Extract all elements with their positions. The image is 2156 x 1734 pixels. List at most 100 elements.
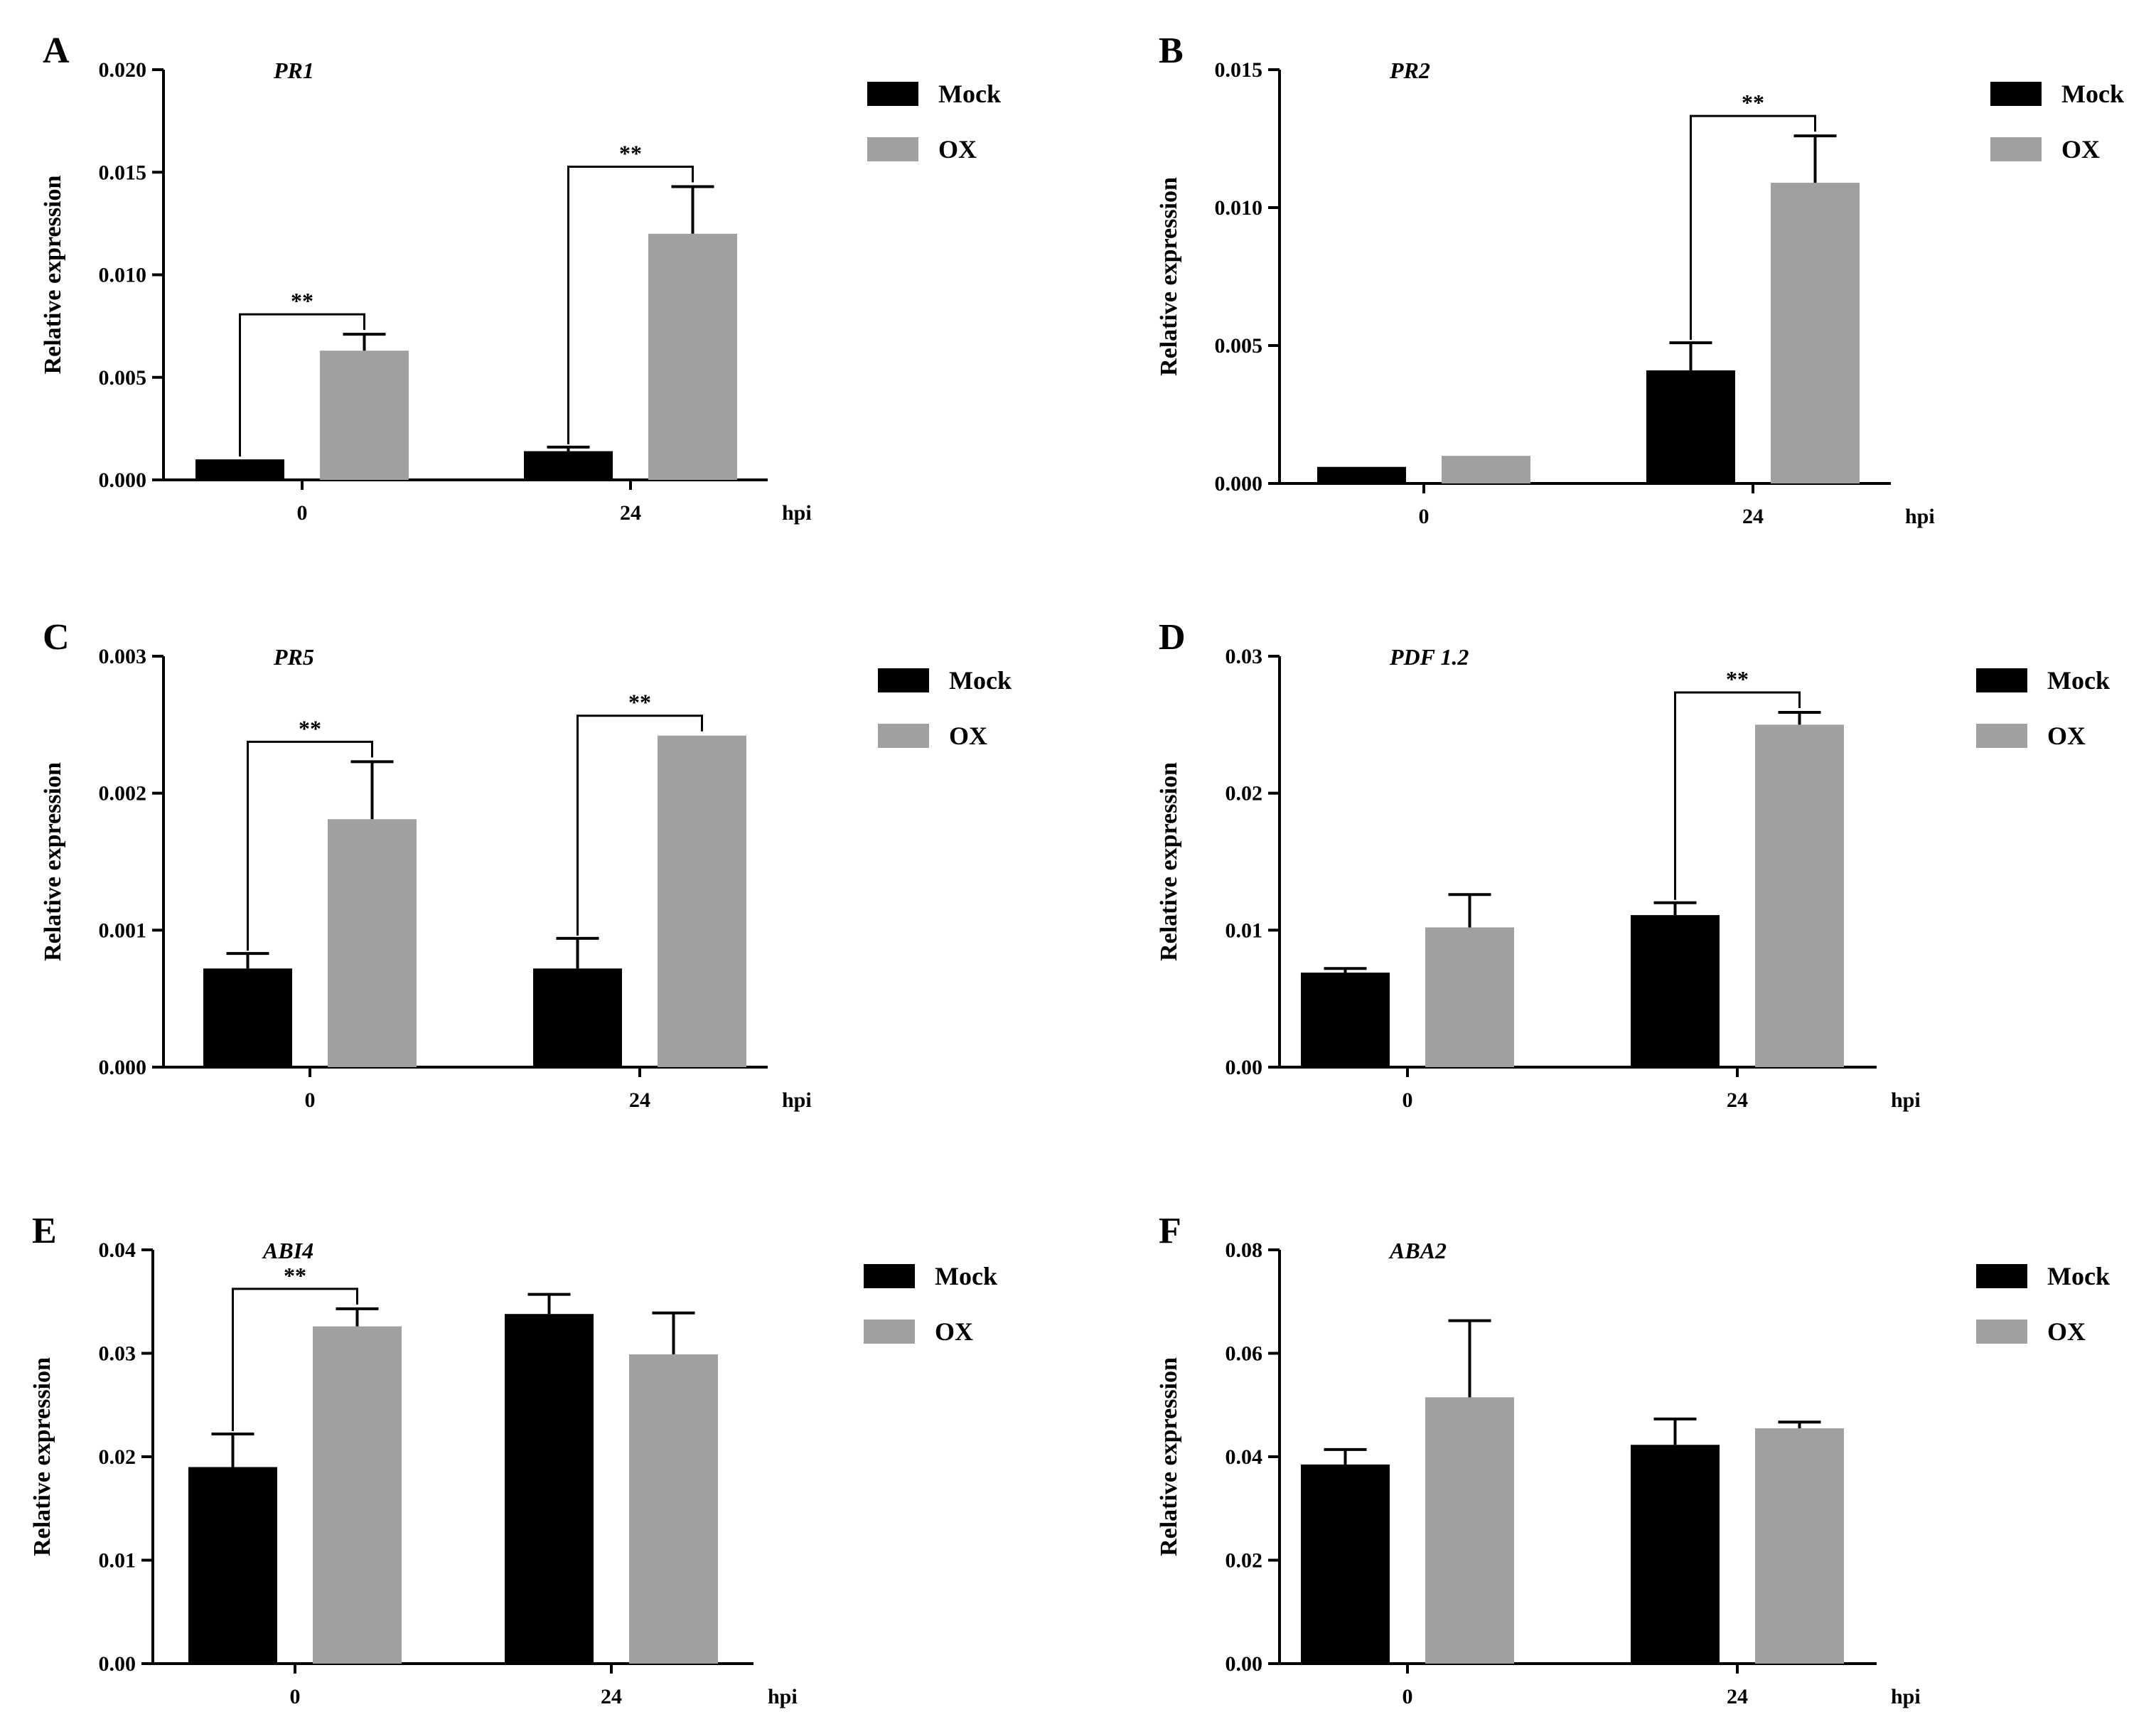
bar-mock-24 <box>1631 1445 1720 1664</box>
significance-bracket <box>239 313 365 457</box>
bar-ox-0 <box>313 1326 402 1664</box>
significance-label: ** <box>299 715 321 741</box>
y-tick-label: 0.01 <box>99 1549 136 1573</box>
significance-bracket <box>576 715 703 936</box>
x-tick-label: 0 <box>290 1685 301 1708</box>
x-tick-label: 0 <box>1419 505 1430 528</box>
y-tick-label: 0.08 <box>1226 1238 1263 1262</box>
y-tick-label: 0.000 <box>1215 472 1263 496</box>
chart-panel-f: F 0.00 0.02 0.04 0.06 0.08 Relative expression… <box>1156 1211 2110 1708</box>
bar-mock-0 <box>188 1467 277 1664</box>
bar-ox-24 <box>1755 1428 1844 1664</box>
y-axis-title: Relative expression <box>1156 177 1182 376</box>
significance-bracket <box>567 165 694 444</box>
legend-swatch-mock <box>864 1264 915 1288</box>
bar-ox-24 <box>658 735 746 1067</box>
bar-ox-0 <box>1425 927 1514 1067</box>
chart-panel-c: C 0.000 0.001 0.002 0.003 Relative expression… <box>40 617 1012 1112</box>
legend-label-mock: Mock <box>2061 80 2124 108</box>
chart-panel-e: E 0.00 0.01 0.02 0.03 0.04 Relative expression… <box>29 1211 997 1708</box>
bar-ox-0 <box>1425 1397 1514 1664</box>
significance-label: ** <box>291 288 313 314</box>
legend-swatch-mock <box>867 82 918 106</box>
legend-swatch-ox <box>867 137 918 161</box>
y-tick-label: 0.001 <box>99 919 147 942</box>
legend-label-ox: OX <box>949 722 987 750</box>
chart-title: PR5 <box>273 644 314 670</box>
bar-mock-24 <box>505 1314 594 1664</box>
legend-label-ox: OX <box>935 1317 973 1346</box>
y-tick-label: 0.04 <box>99 1238 136 1262</box>
bar-mock-24 <box>1646 370 1735 483</box>
chart-title: PR2 <box>1389 58 1430 83</box>
legend-swatch-mock <box>1976 668 2027 692</box>
significance-label: ** <box>619 140 642 166</box>
legend-swatch-ox <box>1976 724 2027 748</box>
x-axis-title: hpi <box>1891 1088 1921 1112</box>
panel-letter: F <box>1159 1211 1181 1251</box>
y-tick-label: 0.005 <box>99 366 147 390</box>
legend-swatch-mock <box>878 668 929 692</box>
panel-letter: C <box>43 617 70 658</box>
legend-label-mock: Mock <box>938 80 1001 108</box>
legend-label-ox: OX <box>2047 1317 2086 1346</box>
chart-title: PDF 1.2 <box>1389 644 1469 670</box>
significance-bracket <box>1690 114 1816 341</box>
x-axis-title: hpi <box>782 501 812 525</box>
x-axis-title: hpi <box>1905 505 1935 528</box>
legend-swatch-mock <box>1990 82 2042 106</box>
chart-panel-a: A 0.000 0.005 0.010 0.015 0.020 Relative expre… <box>40 31 1001 525</box>
chart-panel-b: B 0.000 0.005 0.010 0.015 Relative expression… <box>1156 31 2124 528</box>
bar-mock-0 <box>1301 973 1390 1067</box>
bar-ox-24 <box>629 1354 718 1664</box>
bar-ox-24 <box>1755 724 1844 1067</box>
y-tick-label: 0.06 <box>1226 1342 1263 1366</box>
bar-mock-0 <box>1317 466 1406 483</box>
legend-label-mock: Mock <box>949 666 1012 695</box>
significance-bracket <box>247 740 373 951</box>
y-tick-label: 0.01 <box>1226 919 1263 942</box>
panel-letter: A <box>43 31 70 71</box>
x-tick-label: 0 <box>1403 1685 1413 1708</box>
significance-label: ** <box>628 690 651 715</box>
x-tick-label: 24 <box>629 1088 650 1112</box>
y-tick-label: 0.000 <box>99 1056 147 1079</box>
y-axis-title: Relative expression <box>1156 1357 1182 1556</box>
y-tick-label: 0.005 <box>1215 334 1263 358</box>
panel-letter: B <box>1159 31 1184 71</box>
y-axis-title: Relative expression <box>40 762 66 961</box>
bar-mock-0 <box>195 459 284 480</box>
x-tick-label: 0 <box>297 501 308 525</box>
legend-label-ox: OX <box>2047 722 2086 750</box>
legend-label-mock: Mock <box>2047 666 2110 695</box>
bar-ox-0 <box>1442 456 1530 483</box>
chart-title: ABA2 <box>1388 1238 1447 1263</box>
legend-swatch-mock <box>1976 1264 2027 1288</box>
bar-ox-0 <box>320 350 409 480</box>
x-tick-label: 24 <box>1727 1685 1748 1708</box>
y-tick-label: 0.04 <box>1226 1445 1263 1469</box>
legend-swatch-ox <box>878 724 929 748</box>
legend-swatch-ox <box>864 1320 915 1344</box>
x-tick-label: 0 <box>1403 1088 1413 1112</box>
bar-ox-24 <box>648 233 737 480</box>
x-tick-label: 24 <box>620 501 641 525</box>
y-tick-label: 0.00 <box>99 1652 136 1676</box>
significance-bracket <box>232 1288 358 1431</box>
x-axis-title: hpi <box>768 1685 798 1708</box>
y-tick-label: 0.00 <box>1226 1056 1263 1079</box>
y-axis-title: Relative expression <box>40 175 66 374</box>
y-tick-label: 0.02 <box>1226 1549 1263 1573</box>
significance-label: ** <box>1726 666 1749 692</box>
y-tick-label: 0.02 <box>1226 782 1263 806</box>
bar-mock-24 <box>1631 915 1720 1067</box>
bar-mock-24 <box>524 451 613 480</box>
y-tick-label: 0.03 <box>99 1342 136 1366</box>
chart-panel-d: D 0.00 0.01 0.02 0.03 Relative expression PDF … <box>1156 617 2110 1112</box>
significance-label: ** <box>1742 90 1764 115</box>
bar-mock-24 <box>533 968 622 1067</box>
x-tick-label: 0 <box>305 1088 316 1112</box>
y-axis-title: Relative expression <box>1156 762 1182 961</box>
chart-title: PR1 <box>273 58 314 83</box>
